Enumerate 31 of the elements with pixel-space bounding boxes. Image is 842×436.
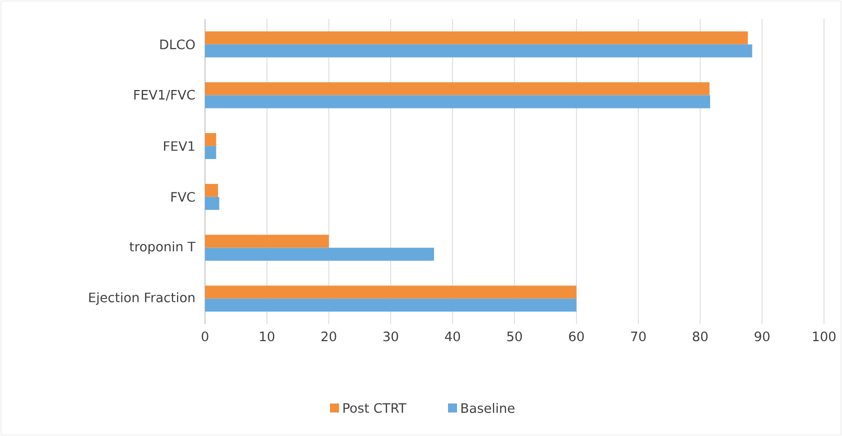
bar xyxy=(205,146,216,160)
y-tick-label: Ejection Fraction xyxy=(89,292,194,305)
x-tick-label: 90 xyxy=(754,332,770,342)
bar xyxy=(205,31,748,44)
x-tick-label: 40 xyxy=(444,332,460,342)
y-tick-label: FEV1 xyxy=(164,141,194,151)
legend-label: Baseline xyxy=(461,402,514,413)
bar xyxy=(205,196,220,210)
y-tick-label: FVC xyxy=(171,192,195,202)
bar xyxy=(205,286,576,299)
bar xyxy=(205,44,752,58)
x-tick-label: 100 xyxy=(813,332,836,342)
y-tick-label: troponin T xyxy=(130,241,196,254)
bar xyxy=(205,248,434,261)
x-tick-label: 60 xyxy=(569,332,584,342)
x-tick-label: 20 xyxy=(322,332,336,342)
x-tick-label: 30 xyxy=(383,332,398,342)
y-tick-label: DLCO xyxy=(160,40,195,50)
legend-label: Post CTRT xyxy=(343,403,406,413)
bar xyxy=(205,298,576,312)
bar xyxy=(205,95,710,108)
bar xyxy=(205,82,710,96)
x-tick-label: 50 xyxy=(507,332,522,342)
x-tick-label: 70 xyxy=(631,332,646,342)
bar xyxy=(205,234,329,248)
y-tick-label: FEV1/FVC xyxy=(134,90,195,101)
x-tick-label: 0 xyxy=(202,332,208,342)
bar xyxy=(205,133,216,146)
x-tick-label: 80 xyxy=(692,332,708,342)
bar xyxy=(205,184,218,197)
x-tick-label: 10 xyxy=(260,332,274,342)
